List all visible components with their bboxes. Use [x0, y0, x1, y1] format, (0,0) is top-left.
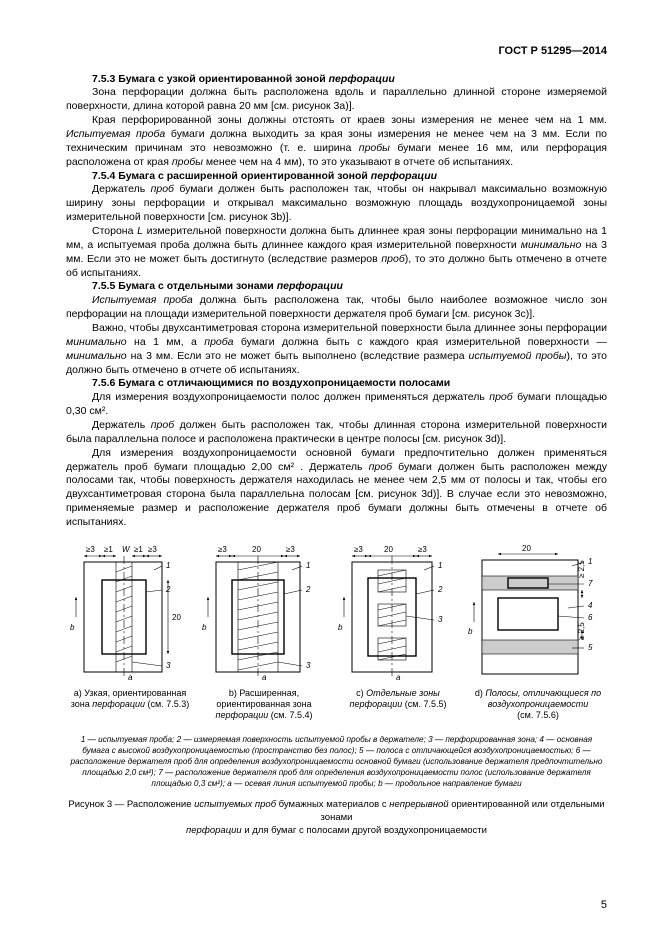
svg-text:≥3: ≥3	[218, 545, 227, 554]
svg-text:≥3: ≥3	[286, 545, 295, 554]
svg-text:≥3: ≥3	[86, 545, 95, 554]
svg-text:b: b	[338, 623, 343, 632]
svg-text:b: b	[202, 623, 207, 632]
svg-text:3: 3	[166, 661, 171, 670]
svg-text:2: 2	[305, 585, 311, 594]
svg-text:a: a	[396, 673, 401, 682]
diagram-d: 20 ≥ 2,5 ≥ 2,5 1 7 4 6 5 b	[468, 542, 608, 682]
svg-text:≥3: ≥3	[418, 545, 427, 554]
para-754-2: Сторона L измерительной поверхности долж…	[66, 225, 607, 280]
para-754-1: Держатель проб бумаги должен быть распол…	[66, 183, 607, 225]
svg-text:≥ 2,5: ≥ 2,5	[577, 560, 586, 578]
svg-text:≥3: ≥3	[148, 545, 157, 554]
svg-text:b: b	[468, 627, 473, 636]
section-num: 7.5.3	[92, 73, 118, 85]
page: ГОСТ Р 51295—2014 7.5.3 Бумага с узкой о…	[0, 0, 661, 935]
svg-text:1: 1	[166, 561, 170, 570]
svg-text:20: 20	[172, 613, 181, 622]
svg-text:W: W	[122, 545, 131, 554]
svg-text:20: 20	[252, 545, 261, 554]
section-754-title: 7.5.4 Бумага с расширенной ориентированн…	[66, 170, 607, 184]
figure-title: Рисунок 3 — Расположение испытуемых проб…	[66, 799, 607, 837]
diagram-c: ≥3 20 ≥3 1 2 3 b a	[334, 542, 462, 682]
svg-text:7: 7	[588, 579, 593, 588]
figure-a: ≥3 ≥1 W ≥1 ≥3 20 1 2 3 a b a) Узкая, ори…	[66, 542, 194, 722]
svg-text:≥1: ≥1	[104, 545, 113, 554]
svg-text:20: 20	[522, 544, 531, 553]
figcap-d: d) Полосы, отличающиеся по воздухопрониц…	[468, 688, 608, 722]
figure-legend: 1 — испытуемая проба; 2 — измеряемая пов…	[66, 734, 607, 789]
section-text-it: перфорации	[329, 73, 395, 85]
svg-text:1: 1	[588, 557, 592, 566]
svg-text:5: 5	[588, 643, 593, 652]
svg-text:3: 3	[438, 615, 443, 624]
section-753-title: 7.5.3 Бумага с узкой ориентированной зон…	[66, 73, 607, 87]
svg-text:1: 1	[306, 561, 310, 570]
section-755-title: 7.5.5 Бумага с отдельными зонами перфора…	[66, 280, 607, 294]
svg-text:3: 3	[306, 661, 311, 670]
svg-text:2: 2	[437, 585, 443, 594]
figcap-b: b) Расширенная, ориентированная зона пер…	[200, 688, 328, 722]
diagram-b: ≥3 20 ≥3 1 2 3 b a	[200, 542, 328, 682]
section-text: Бумага с узкой ориентированной зоной	[118, 73, 328, 85]
para-756-1: Для измерения воздухопроницаемости полос…	[66, 391, 607, 419]
para-756-3: Для измерения воздухопроницаемости основ…	[66, 447, 607, 530]
svg-text:a: a	[128, 673, 133, 682]
figure-row: ≥3 ≥1 W ≥1 ≥3 20 1 2 3 a b a) Узкая, ори…	[66, 542, 607, 722]
svg-text:≥1: ≥1	[134, 545, 143, 554]
diagram-a: ≥3 ≥1 W ≥1 ≥3 20 1 2 3 a b	[66, 542, 194, 682]
figcap-c: c) Отдельные зоны перфорации (см. 7.5.5)	[334, 688, 462, 711]
para-753-1: Зона перфорации должна быть расположена …	[66, 86, 607, 114]
document-id: ГОСТ Р 51295—2014	[66, 44, 607, 59]
para-755-1: Испытуемая проба должна быть расположена…	[66, 294, 607, 322]
svg-text:≥3: ≥3	[354, 545, 363, 554]
svg-text:a: a	[262, 673, 267, 682]
para-753-2: Края перфорированной зоны должны отстоят…	[66, 114, 607, 169]
svg-text:≥ 2,5: ≥ 2,5	[577, 622, 586, 640]
figure-d: 20 ≥ 2,5 ≥ 2,5 1 7 4 6 5 b d) Полосы, от…	[468, 542, 608, 722]
figure-c: ≥3 20 ≥3 1 2 3 b a c) Отдельные зоны пер…	[334, 542, 462, 722]
figcap-a: a) Узкая, ориентированная зона перфораци…	[66, 688, 194, 711]
svg-text:6: 6	[588, 613, 593, 622]
para-755-2: Важно, чтобы двухсантиметровая сторона и…	[66, 322, 607, 377]
page-number: 5	[601, 898, 607, 913]
svg-text:1: 1	[438, 561, 442, 570]
section-756-title: 7.5.6 Бумага с отличающимися по воздухоп…	[66, 377, 607, 391]
figure-b: ≥3 20 ≥3 1 2 3 b a b) Расширенная, ориен…	[200, 542, 328, 722]
svg-text:b: b	[70, 623, 75, 632]
svg-text:2: 2	[165, 585, 171, 594]
svg-text:20: 20	[384, 545, 393, 554]
para-756-2: Держатель проб должен быть расположен та…	[66, 419, 607, 447]
svg-text:4: 4	[588, 601, 593, 610]
